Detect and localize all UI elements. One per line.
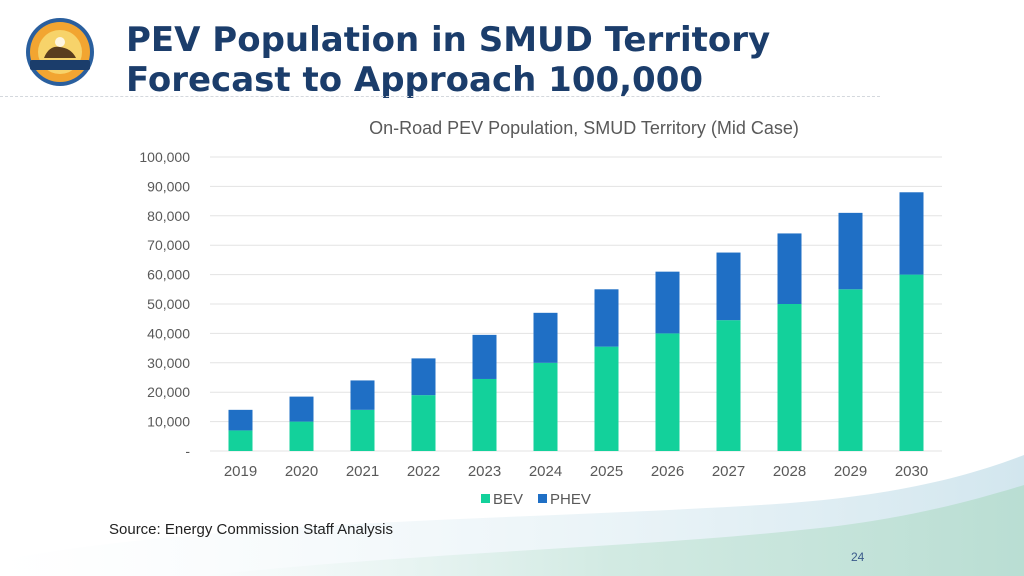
x-tick-label: 2027	[712, 463, 745, 480]
y-tick-label: 60,000	[147, 267, 190, 283]
title-line-2: Forecast to Approach 100,000	[126, 60, 704, 100]
energy-commission-seal	[22, 14, 98, 90]
x-tick-label: 2028	[773, 463, 806, 480]
bar-bev-2030	[899, 274, 924, 451]
bar-bev-2022	[411, 395, 436, 451]
slide-title: PEV Population in SMUD Territory Forecas…	[126, 20, 986, 100]
bar-bev-2023	[472, 378, 497, 451]
x-tick-label: 2023	[468, 463, 501, 480]
y-tick-label: -	[185, 443, 190, 459]
bar-bev-2029	[838, 289, 863, 451]
bar-bev-2019	[228, 430, 253, 451]
bar-bev-2024	[533, 362, 558, 451]
bar-phev-2025	[594, 289, 619, 347]
x-tick-label: 2030	[895, 463, 928, 480]
y-tick-label: 90,000	[147, 178, 190, 194]
x-tick-label: 2026	[651, 463, 684, 480]
y-tick-label: 70,000	[147, 237, 190, 253]
x-tick-label: 2021	[346, 463, 379, 480]
title-line-1: PEV Population in SMUD Territory	[126, 20, 771, 60]
page-number: 24	[851, 550, 865, 564]
bar-phev-2029	[838, 212, 863, 290]
y-tick-label: 100,000	[139, 149, 190, 165]
bar-bev-2025	[594, 346, 619, 451]
source-note: Source: Energy Commission Staff Analysis	[109, 521, 394, 538]
x-tick-label: 2020	[285, 463, 318, 480]
bar-phev-2026	[655, 271, 680, 334]
bar-phev-2020	[289, 396, 314, 422]
x-tick-label: 2029	[834, 463, 867, 480]
bar-phev-2028	[777, 233, 802, 304]
y-tick-label: 40,000	[147, 325, 190, 341]
y-tick-label: 10,000	[147, 414, 190, 430]
legend-label-bev: BEV	[493, 491, 523, 508]
y-tick-label: 30,000	[147, 355, 190, 371]
x-tick-label: 2024	[529, 463, 562, 480]
bar-bev-2021	[350, 409, 375, 451]
x-tick-label: 2025	[590, 463, 623, 480]
bar-phev-2022	[411, 358, 436, 396]
x-tick-label: 2022	[407, 463, 440, 480]
title-divider	[0, 96, 880, 97]
bar-phev-2027	[716, 252, 741, 321]
bar-phev-2019	[228, 409, 253, 431]
bar-phev-2023	[472, 334, 497, 379]
y-tick-label: 80,000	[147, 208, 190, 224]
bar-bev-2028	[777, 304, 802, 451]
legend-label-phev: PHEV	[550, 491, 591, 508]
chart-title: On-Road PEV Population, SMUD Territory (…	[369, 118, 799, 138]
bar-phev-2021	[350, 380, 375, 410]
legend-swatch-phev	[538, 494, 547, 503]
x-tick-label: 2019	[224, 463, 257, 480]
y-tick-label: 50,000	[147, 296, 190, 312]
seal-icon	[26, 18, 94, 86]
bar-bev-2020	[289, 421, 314, 451]
bar-phev-2030	[899, 192, 924, 275]
legend-swatch-bev	[481, 494, 490, 503]
bar-phev-2024	[533, 312, 558, 363]
bar-bev-2026	[655, 333, 680, 451]
y-tick-label: 20,000	[147, 384, 190, 400]
bar-bev-2027	[716, 320, 741, 451]
